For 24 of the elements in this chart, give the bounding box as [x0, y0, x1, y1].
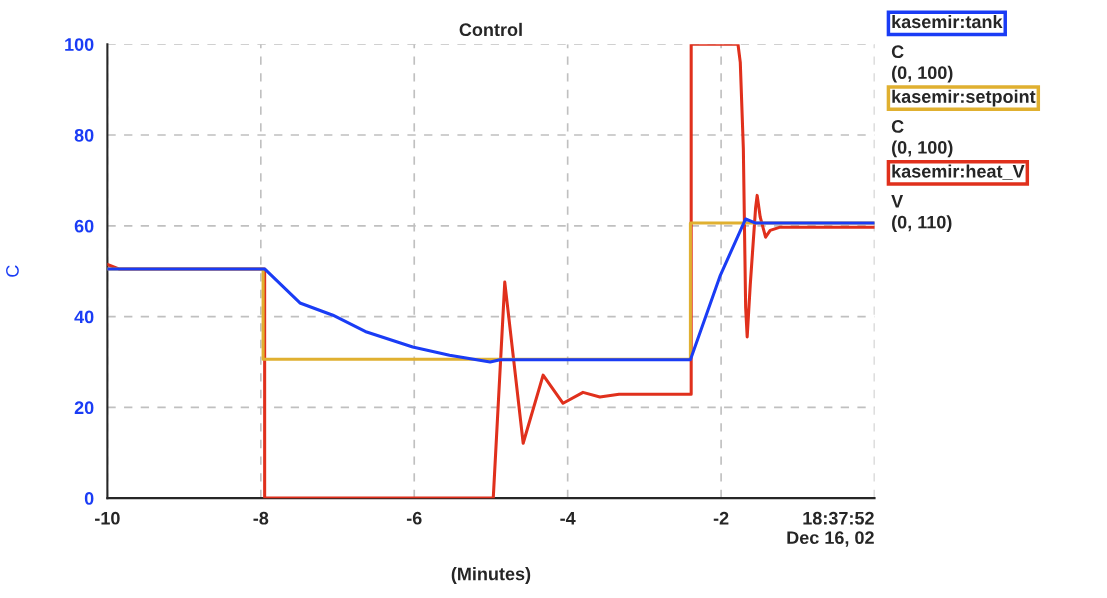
text: kasemir:setpoint — [892, 89, 1036, 107]
y-tick-label: 40 — [74, 310, 94, 324]
x-tick-label: -6 — [406, 511, 422, 525]
text: (0, 100) — [892, 140, 953, 158]
x-tick-label: -10 — [95, 511, 120, 525]
text: C — [891, 45, 904, 59]
y-axis-title: C — [6, 265, 19, 277]
chart-title: Control — [459, 22, 522, 37]
y-tick-label: 80 — [74, 128, 94, 142]
text: C — [891, 120, 904, 133]
x-axis-title: (Minutes) — [451, 567, 531, 584]
y-tick-label: 0 — [84, 492, 94, 505]
text: kasemir:heat_V — [892, 164, 1025, 180]
x-tick-label: -4 — [560, 511, 576, 525]
x-tick-label: -2 — [713, 511, 729, 525]
y-tick-label: 100 — [65, 38, 94, 51]
text: (0, 110) — [892, 215, 952, 233]
text: kasemir:tank — [892, 14, 1003, 29]
x-tick-label: 18:37:52 Dec 16, 02 — [787, 511, 874, 547]
y-tick-label: 20 — [74, 401, 94, 415]
text: (0, 100) — [892, 65, 953, 83]
x-tick-label: -8 — [253, 511, 269, 525]
text: V — [891, 195, 904, 208]
y-tick-label: 60 — [74, 219, 94, 233]
